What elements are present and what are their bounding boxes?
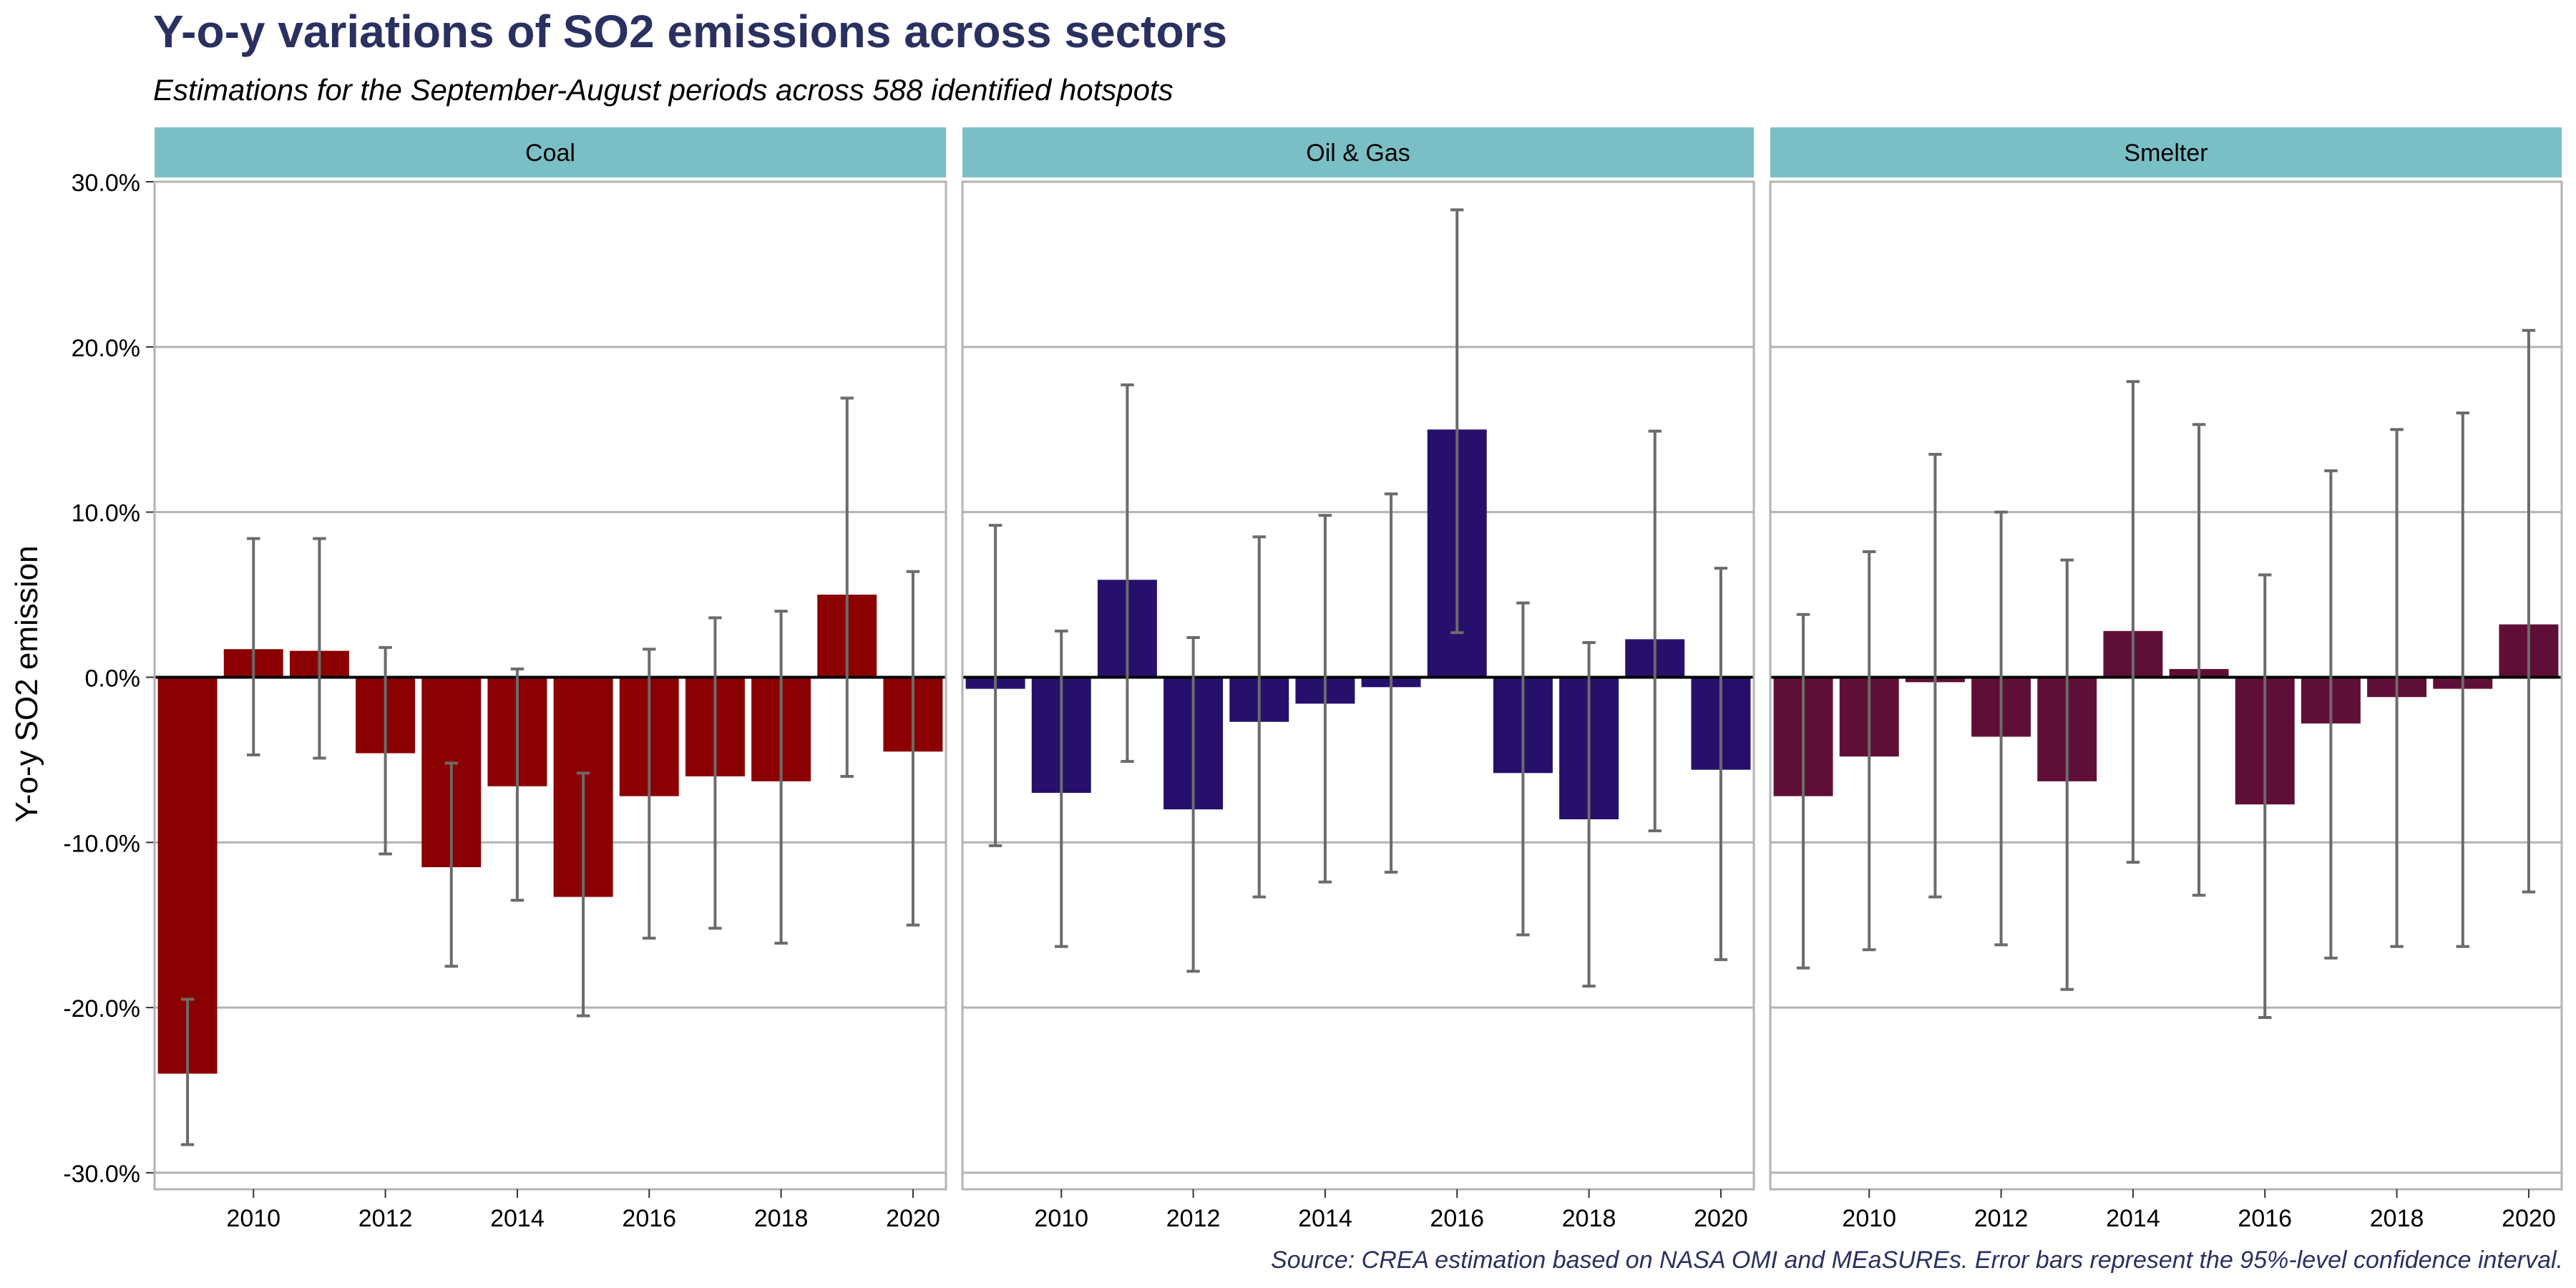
error-bar xyxy=(1055,629,1068,948)
error-bar xyxy=(1121,383,1134,763)
panel-strip xyxy=(1770,127,2562,177)
y-tick-label: 0.0% xyxy=(85,665,141,692)
error-bar xyxy=(2126,380,2140,864)
error-bar xyxy=(1863,550,1876,952)
x-tick-label: 2014 xyxy=(2106,1205,2160,1232)
error-bar xyxy=(313,537,326,760)
y-tick-label: 10.0% xyxy=(72,500,140,527)
error-bar xyxy=(1318,514,1332,884)
error-bar xyxy=(1994,510,2008,947)
panel-strip-label: Smelter xyxy=(2124,140,2207,167)
x-tick-label: 2016 xyxy=(622,1205,676,1232)
error-bar xyxy=(2456,411,2469,948)
y-tick-label: -30.0% xyxy=(63,1161,140,1188)
x-tick-label: 2010 xyxy=(226,1205,280,1232)
error-bar xyxy=(247,537,260,756)
panel-strip xyxy=(962,127,1754,177)
chart-panels: Coal 2010 2012 2014 2016 2018 2020 Oil & Gas 201… xyxy=(153,127,2563,1232)
error-bar xyxy=(1186,636,1200,973)
error-bar xyxy=(576,771,590,1018)
error-bar xyxy=(1252,535,1266,899)
x-tick-label: 2016 xyxy=(1430,1205,1484,1232)
x-tick-label: 2020 xyxy=(886,1205,940,1232)
x-tick-label: 2016 xyxy=(2238,1205,2292,1232)
y-tick-label: -20.0% xyxy=(63,995,140,1023)
error-bar xyxy=(1796,613,1810,970)
x-tick-label: 2018 xyxy=(754,1205,809,1232)
error-bar xyxy=(1450,208,1464,635)
panel-border xyxy=(1769,180,2563,1191)
x-tick-label: 2010 xyxy=(1842,1205,1896,1232)
x-tick-label: 2014 xyxy=(1298,1205,1352,1232)
x-tick-label: 2020 xyxy=(2502,1205,2556,1232)
y-tick-label: -10.0% xyxy=(63,830,140,857)
error-bar xyxy=(988,524,1002,847)
error-bar xyxy=(906,570,920,927)
error-bar xyxy=(774,610,788,945)
error-bar xyxy=(643,648,656,940)
x-tick-label: 2012 xyxy=(1974,1205,2029,1232)
error-bar xyxy=(379,645,392,856)
chart-subtitle: Estimations for the September-August per… xyxy=(153,73,1174,107)
error-bar xyxy=(1582,640,1596,988)
panel-smelter: Smelter 2010 2012 2014 2016 2018 2020 xyxy=(1769,127,2563,1232)
error-bar xyxy=(2324,469,2338,960)
error-bar xyxy=(2060,558,2074,991)
panel-border xyxy=(961,180,1755,1191)
error-bar xyxy=(2192,423,2206,897)
chart-title: Y-o-y variations of SO2 emissions across… xyxy=(153,6,1227,57)
error-bar xyxy=(1928,452,1942,899)
x-tick-label: 2012 xyxy=(358,1205,413,1232)
chart-caption: Source: CREA estimation based on NASA OM… xyxy=(1271,1246,2563,1274)
panel-oil-gas: Oil & Gas 2010 2012 2014 2016 2018 2020 xyxy=(961,127,1755,1232)
panel-border xyxy=(153,180,947,1191)
y-axis-label: Y-o-y SO2 emission xyxy=(9,545,44,822)
y-axis: -30.0% -20.0% -10.0% 0.0% 10.0% 20.0% 30.0% xyxy=(63,170,155,1188)
y-tick-label: 20.0% xyxy=(72,335,140,362)
panel-coal: Coal 2010 2012 2014 2016 2018 2020 xyxy=(153,127,947,1232)
panel-strip-label: Oil & Gas xyxy=(1306,140,1410,167)
x-tick-label: 2010 xyxy=(1034,1205,1088,1232)
error-bar xyxy=(2258,573,2272,1019)
error-bar xyxy=(444,761,458,968)
error-bar xyxy=(510,667,525,902)
error-bar xyxy=(1384,492,1398,874)
x-tick-label: 2018 xyxy=(2370,1205,2424,1232)
x-tick-label: 2012 xyxy=(1166,1205,1221,1232)
error-bar xyxy=(2390,428,2404,948)
y-tick-label: 30.0% xyxy=(72,170,140,197)
x-tick-label: 2018 xyxy=(1562,1205,1616,1232)
error-bar xyxy=(1648,429,1662,833)
error-bar xyxy=(180,997,195,1146)
error-bar xyxy=(1714,567,1728,962)
error-bar xyxy=(840,396,854,778)
x-tick-label: 2014 xyxy=(490,1205,545,1232)
panel-strip-label: Coal xyxy=(525,140,575,167)
error-bar xyxy=(708,616,722,930)
panel-strip xyxy=(155,127,946,177)
error-bar xyxy=(1516,601,1530,937)
error-bar xyxy=(2522,328,2536,894)
x-tick-label: 2020 xyxy=(1694,1205,1748,1232)
